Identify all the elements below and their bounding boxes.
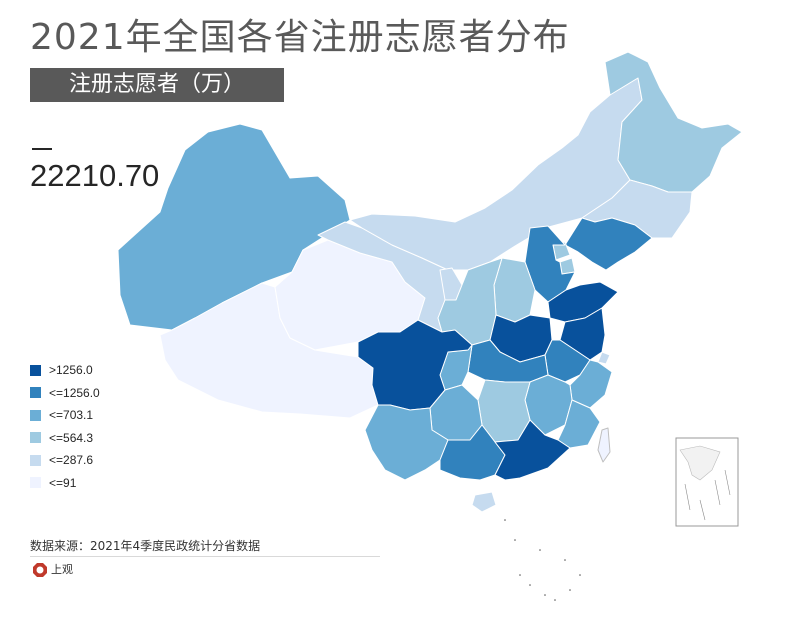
legend-swatch (30, 409, 41, 421)
source-divider (30, 556, 380, 557)
legend-label: <=564.3 (49, 430, 94, 445)
region-shanghai[interactable] (597, 351, 611, 365)
legend: >1256.0 <=1256.0 <=703.1 <=564.3 <=287.6… (30, 362, 100, 497)
region-taiwan[interactable] (597, 427, 611, 463)
region-sichuan[interactable] (357, 319, 473, 411)
total-dash (32, 148, 52, 150)
legend-label: >1256.0 (49, 363, 93, 377)
legend-item: <=91 (30, 475, 100, 491)
total-value: 22210.70 (30, 158, 160, 193)
legend-swatch (30, 387, 41, 398)
logo-name: 上观 (51, 563, 73, 576)
region-liaoning[interactable] (564, 217, 653, 271)
page-title: 2021年全国各省注册志愿者分布 (30, 17, 570, 58)
logo-icon (33, 563, 47, 577)
legend-subtitle: 注册志愿者（万） (30, 68, 284, 102)
legend-item: <=703.1 (30, 407, 100, 423)
legend-swatch (30, 432, 41, 443)
legend-swatch (30, 477, 41, 488)
region-heilongjiang[interactable] (604, 51, 743, 193)
logo: 上观 (32, 562, 73, 578)
region-hainan[interactable] (471, 491, 497, 513)
legend-item: <=1256.0 (30, 385, 100, 401)
legend-label: <=703.1 (49, 408, 94, 422)
legend-label: <=287.6 (49, 453, 94, 467)
legend-label: <=91 (49, 475, 77, 490)
legend-item: <=564.3 (30, 430, 100, 446)
south-china-sea-islands (504, 519, 581, 601)
legend-item: <=287.6 (30, 452, 100, 468)
legend-label: <=1256.0 (49, 385, 100, 400)
region-tianjin[interactable] (559, 257, 576, 275)
data-source: 数据来源：2021年4季度民政统计分省数据 (30, 539, 261, 553)
legend-swatch (30, 454, 41, 466)
legend-item: >1256.0 (30, 362, 100, 378)
south-china-sea-inset (675, 437, 739, 527)
region-guangdong[interactable] (494, 419, 571, 481)
legend-swatch (30, 364, 41, 376)
region-shandong[interactable] (547, 281, 619, 323)
